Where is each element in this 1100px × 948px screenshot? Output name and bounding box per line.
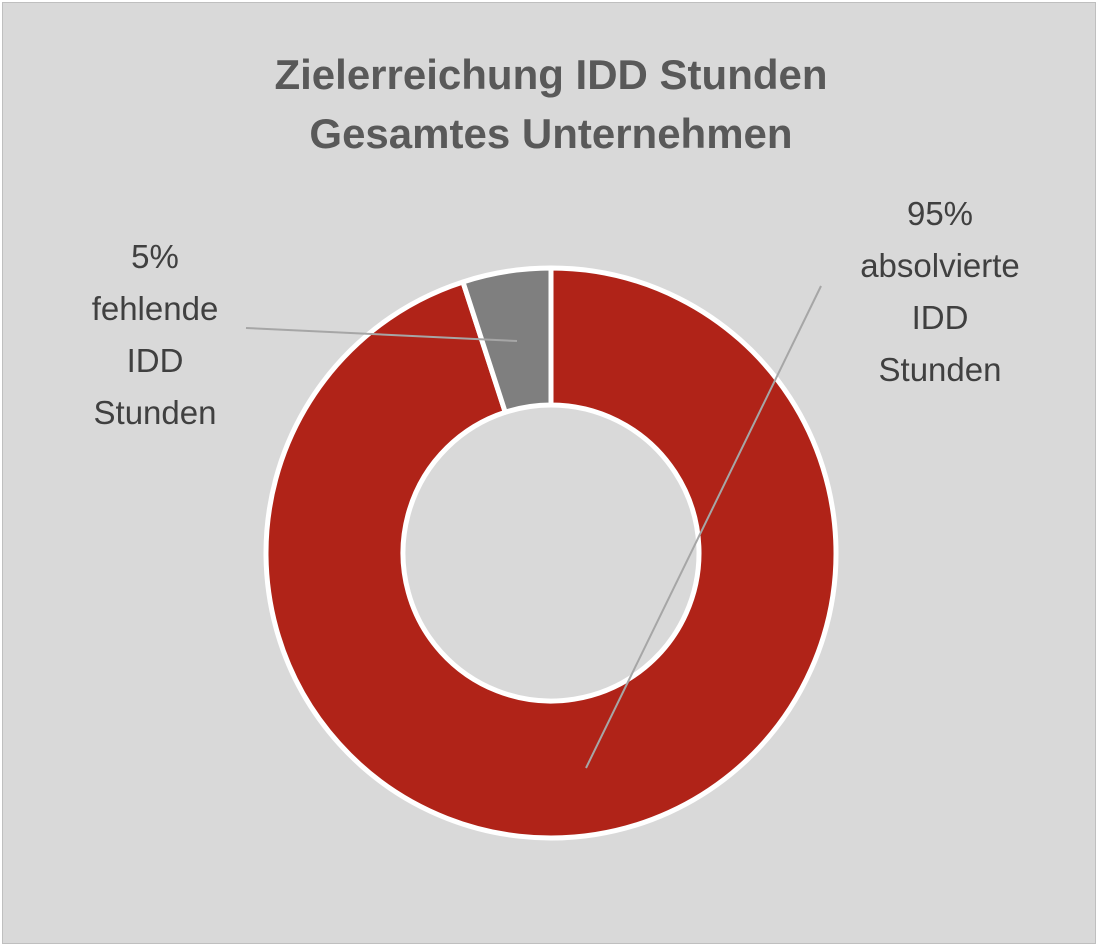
data-label-line: IDD [127,342,184,379]
data-label-line: IDD [912,299,969,336]
data-label-line: 95% [907,195,973,232]
leader-line-fehlende-idd-stunden [245,327,518,342]
data-label-line: absolvierte [860,247,1020,284]
data-label-line: Stunden [879,351,1002,388]
data-label-absolvierte-idd-stunden: 95% absolvierte IDD Stunden [860,195,1020,388]
leader-lines-group [245,285,822,769]
data-labels-group: 95% absolvierte IDD Stunden 5% fehlende IDD Stu… [92,195,1020,431]
chart-title-line-2: Gesamtes Unternehmen [309,110,792,157]
slices-group [263,265,839,841]
chart-title-line-1: Zielerreichung IDD Stunden [274,51,827,98]
data-label-line: 5% [131,238,179,275]
doughnut-chart: Zielerreichung IDD Stunden Gesamtes Unte… [92,51,1020,841]
data-label-fehlende-idd-stunden: 5% fehlende IDD Stunden [92,238,219,431]
data-label-line: fehlende [92,290,219,327]
data-label-line: Stunden [94,394,217,431]
slice-absolvierte-idd-stunden [263,265,839,841]
leader-line-absolvierte-idd-stunden [585,285,822,769]
